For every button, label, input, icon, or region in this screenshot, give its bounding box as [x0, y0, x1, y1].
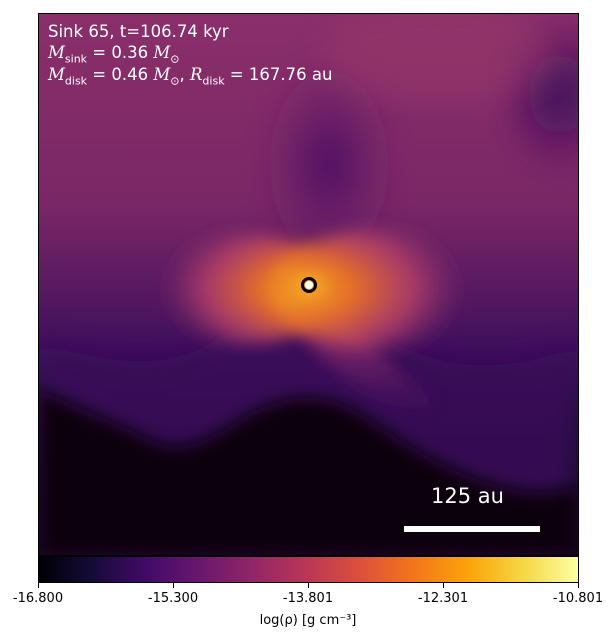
colorbar-tick [38, 583, 39, 588]
disk-mass-radius-label: Mdisk = 0.46 M⊙, Rdisk = 167.76 au [48, 65, 333, 88]
colorbar-tick [308, 583, 309, 588]
colorbar-tick [578, 583, 579, 588]
scale-bar [404, 526, 540, 532]
sink-marker-outline [301, 277, 317, 293]
colorbar-tick-label: -16.800 [12, 591, 64, 606]
sink-time-label: Sink 65, t=106.74 kyr [48, 22, 229, 41]
colorbar-tick-label: -15.300 [147, 591, 199, 606]
colorbar-tick [443, 583, 444, 588]
sink-mass-label: Msink = 0.36 M⊙ [48, 43, 180, 66]
scale-bar-label: 125 au [431, 484, 504, 508]
colorbar-tick-label: -10.801 [552, 591, 604, 606]
colorbar-tick-label: -12.301 [417, 591, 469, 606]
colorbar-tick-label: -13.801 [282, 591, 334, 606]
colorbar [38, 556, 579, 583]
density-map [39, 14, 578, 555]
colorbar-tick [173, 583, 174, 588]
sink-marker [305, 281, 313, 289]
density-map-panel: Sink 65, t=106.74 kyr Msink = 0.36 M⊙ Md… [38, 13, 579, 556]
colorbar-label: log(ρ) [g cm⁻³] [259, 613, 357, 628]
